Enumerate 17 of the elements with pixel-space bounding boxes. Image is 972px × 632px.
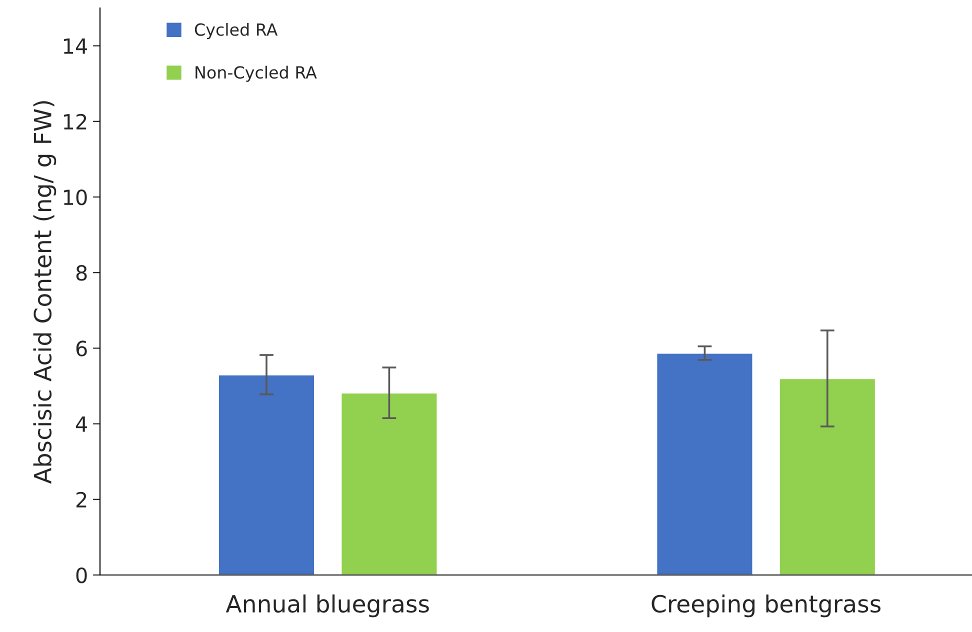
y-axis-title: Abscisic Acid Content (ng/ g FW) [33, 101, 56, 484]
y-tick-label: 2 [76, 492, 86, 508]
bar [778, 378, 876, 575]
y-tick-label: 6 [76, 340, 87, 356]
y-tick-label: 10 [64, 189, 87, 206]
legend-label: Cycled RA [194, 23, 278, 40]
y-tick-label: 4 [76, 416, 88, 432]
bar [218, 374, 316, 575]
bar [340, 392, 438, 575]
y-tick-label: 12 [64, 114, 86, 130]
y-tick-label: 14 [64, 38, 88, 54]
y-tick-label: 0 [76, 567, 87, 584]
y-tick-label: 8 [76, 265, 87, 281]
x-tick-label: Annual bluegrass [226, 594, 429, 618]
bar [656, 352, 754, 575]
legend-label: Non-Cycled RA [196, 66, 317, 82]
x-tick-label: Creeping bentgrass [652, 594, 881, 618]
